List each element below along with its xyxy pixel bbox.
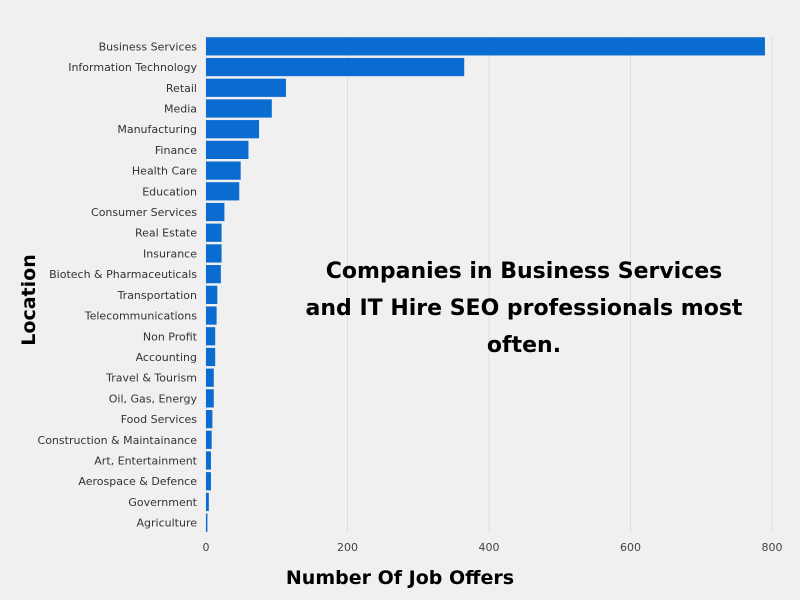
bar-consumer-services [206,202,225,222]
bar-aerospace-defence [206,472,211,491]
annotation-line-1: Companies in Business Services [326,259,723,284]
bar-telecommunications [206,306,217,325]
bar-food-services [206,409,213,429]
category-label-telecommunications: Telecommunications [84,310,198,323]
bar-travel-tourism [206,368,214,387]
category-label-business-services: Business Services [99,40,198,53]
bar-oil-gas-energy [206,389,214,408]
bar-non-profit [206,327,216,346]
category-label-real-estate: Real Estate [135,227,197,240]
bars-group [206,37,765,532]
category-label-health-care: Health Care [132,165,197,178]
x-axis-title: Number Of Job Offers [286,567,514,589]
x-tick-labels: 0 200 400 600 800 [203,541,783,554]
x-tick-label-800: 800 [762,541,783,554]
category-label-art-entertainment: Art, Entertainment [94,455,197,468]
bar-manufacturing [206,120,260,139]
x-tick-label-0: 0 [203,541,210,554]
category-label-education: Education [142,185,197,198]
category-label-manufacturing: Manufacturing [117,123,197,136]
category-label-media: Media [164,102,197,115]
x-tick-label-400: 400 [479,541,500,554]
annotation: Companies in Business Services and IT Hi… [306,259,743,358]
x-tick-label-200: 200 [337,541,358,554]
bar-transportation [206,285,218,304]
bar-business-services [206,37,765,56]
category-label-biotech-pharmaceuticals: Biotech & Pharmaceuticals [49,268,197,281]
bar-education [206,182,240,201]
category-label-retail: Retail [166,82,197,95]
bar-construction-maintainance [206,430,212,449]
annotation-line-2: and IT Hire SEO professionals most [306,296,743,321]
x-tick-label-600: 600 [620,541,641,554]
bar-insurance [206,244,222,263]
category-label-agriculture: Agriculture [137,517,198,530]
category-label-finance: Finance [155,144,197,157]
bar-information-technology [206,57,465,77]
bar-agriculture [206,513,208,532]
bar-real-estate [206,223,222,242]
bar-art-entertainment [206,451,211,470]
bar-finance [206,140,249,160]
category-label-information-technology: Information Technology [68,61,197,74]
category-label-non-profit: Non Profit [143,330,198,343]
y-axis-title: Location [18,254,40,345]
category-label-consumer-services: Consumer Services [91,206,197,219]
bar-retail [206,78,286,97]
bar-biotech-pharmaceuticals [206,265,221,284]
gridlines [205,36,773,533]
category-label-government: Government [128,496,197,509]
category-label-insurance: Insurance [143,247,197,260]
category-label-aerospace-defence: Aerospace & Defence [78,475,197,488]
category-label-oil-gas-energy: Oil, Gas, Energy [109,392,198,405]
category-label-food-services: Food Services [121,413,198,426]
bar-accounting [206,347,216,367]
category-labels: Business Services Information Technology R… [38,40,198,529]
category-label-travel-tourism: Travel & Tourism [105,372,197,385]
category-label-construction-maintainance: Construction & Maintainance [38,434,198,447]
annotation-line-3: often. [487,333,561,358]
bar-media [206,99,272,118]
category-label-transportation: Transportation [117,289,197,302]
bar-government [206,492,209,512]
bar-health-care [206,161,241,180]
category-label-accounting: Accounting [136,351,197,364]
